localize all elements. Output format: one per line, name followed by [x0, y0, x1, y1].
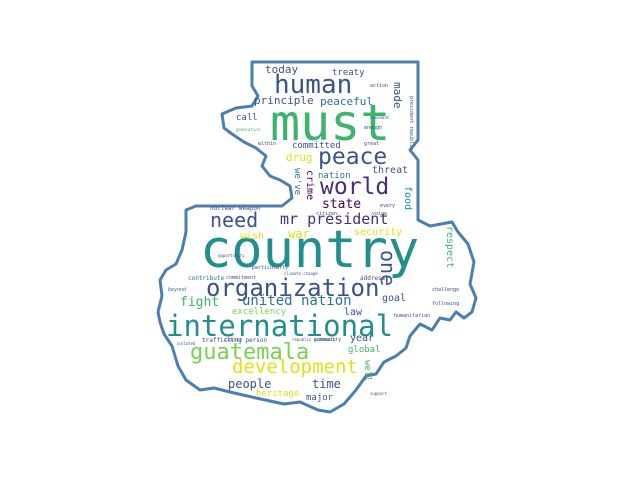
word-state: state — [322, 197, 362, 212]
word-fight: fight — [180, 295, 220, 310]
word-contribute: contribute — [188, 275, 225, 282]
word-generation: generation — [236, 127, 261, 132]
word-law: law — [344, 307, 363, 318]
word-global: global — [348, 345, 381, 355]
word-call: call — [236, 113, 258, 123]
word-committed: committed — [292, 141, 341, 151]
word-wish: wish — [240, 231, 265, 242]
word-respect: respect — [444, 226, 455, 269]
word-human: human — [274, 70, 353, 100]
word-isolated: isolated — [176, 341, 196, 346]
word-enough: enough — [364, 125, 383, 131]
word-goal: goal — [382, 293, 407, 304]
word-treaty: treaty — [332, 68, 365, 78]
word-support: support — [370, 391, 387, 396]
word-we-ve: we've — [292, 168, 302, 196]
word-international: international — [166, 309, 393, 343]
word-mr-president: mr president — [280, 210, 389, 228]
word-action: action — [370, 83, 389, 89]
word-drug: drug — [286, 151, 313, 164]
word-people: people — [228, 377, 272, 391]
word-security: security — [354, 227, 403, 238]
word-well: well — [362, 360, 372, 382]
word-nuclear-weapon: nuclear weapon — [210, 205, 261, 212]
word-address: address — [360, 275, 386, 282]
word-beyond: beyond — [168, 287, 187, 293]
word-food: food — [402, 186, 413, 211]
word-united-nation: united nation — [242, 293, 352, 309]
word-made: made — [391, 82, 404, 109]
word-need: need — [210, 208, 259, 232]
word-trafficking-person: trafficking person — [202, 337, 268, 344]
word-excellency: excellency — [232, 307, 287, 317]
word-crisis: crisis — [224, 337, 243, 343]
word-particularly: particularly — [252, 265, 289, 271]
word-major: major — [306, 393, 334, 403]
word-world: world — [320, 174, 390, 200]
word-voice: voice — [372, 211, 388, 217]
word-peace: peace — [318, 144, 388, 170]
word-crime: crime — [304, 170, 315, 201]
word-humanitarian: humanitarian — [394, 313, 431, 319]
word-within: within — [258, 141, 277, 147]
word-every: every — [380, 203, 396, 209]
word-president-republic: president republic — [408, 96, 414, 151]
word-opportunity: opportunity — [218, 253, 245, 258]
guatemala-outline — [156, 60, 478, 414]
word-covenant: covenant — [370, 115, 390, 120]
word-threat: threat — [372, 165, 409, 176]
word-organization: organization — [206, 274, 380, 302]
word-development: development — [232, 356, 358, 378]
word-citizen: citizen — [316, 211, 338, 217]
word-guatemala: guatemala — [190, 340, 310, 365]
word-following: following — [432, 301, 460, 307]
word-war: war — [288, 227, 310, 241]
word-heritage: heritage — [256, 389, 300, 399]
word-country: country — [200, 220, 420, 280]
word-principle: principle — [254, 94, 314, 107]
word-climate-change: climate change — [284, 271, 318, 276]
word-republic-guatemala: republic guatemala — [292, 337, 336, 342]
word-nation: nation — [318, 171, 351, 181]
word-today: today — [265, 63, 299, 76]
word-great: great — [364, 141, 380, 147]
word-peaceful: peaceful — [320, 95, 373, 108]
word-one: one — [376, 250, 400, 287]
word-must: must — [270, 94, 391, 152]
word-challenge: challenge — [432, 287, 460, 293]
word-year: year — [350, 333, 375, 344]
word-time: time — [312, 377, 341, 391]
word-community: community — [314, 337, 342, 343]
word-commitment: commitment — [226, 275, 257, 281]
